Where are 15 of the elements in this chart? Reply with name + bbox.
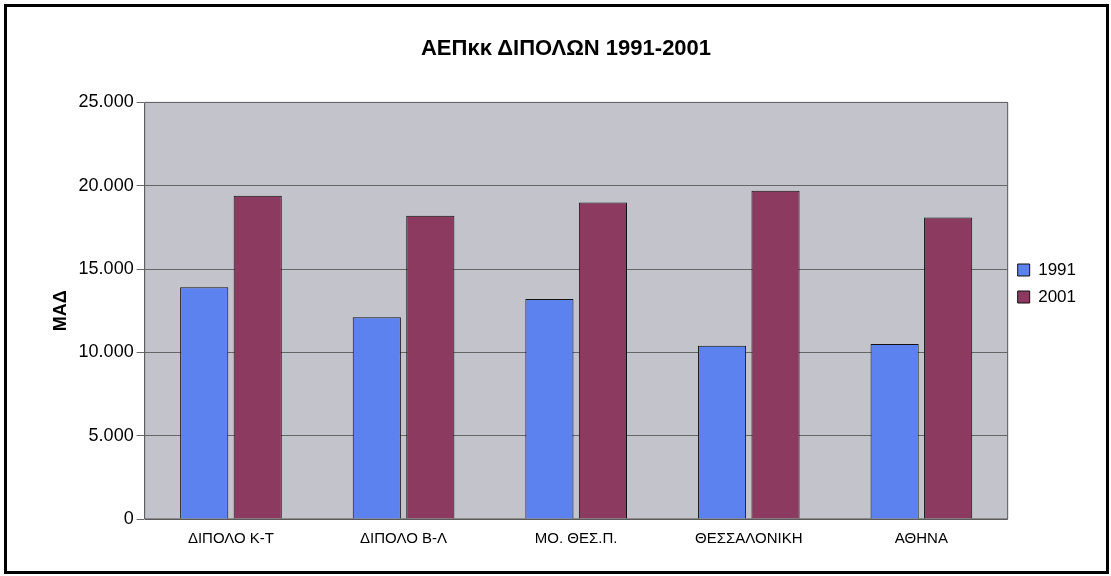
y-tick-label: 10.000 — [78, 341, 134, 362]
x-tick-label: ΔΙΠΟΛΟ Β-Λ — [360, 529, 448, 547]
x-tick-label: ΜΟ. ΘΕΣ.Π. — [534, 529, 618, 547]
legend-label: 2001 — [1038, 286, 1077, 306]
x-tick-label: ΔΙΠΟΛΟ Κ-Τ — [187, 529, 275, 547]
x-tick-label: ΑΘΗΝΑ — [894, 529, 948, 547]
y-tick-label: 25.000 — [78, 91, 134, 112]
y-tick-label: 15.000 — [78, 258, 134, 279]
legend-label: 1991 — [1038, 259, 1077, 279]
chart-title: ΑΕΠκκ ΔΙΠΟΛΩΝ 1991-2001 — [420, 35, 712, 61]
y-tick-label: 0 — [123, 507, 134, 528]
y-tick-label: 20.000 — [78, 174, 134, 195]
x-tick-label: ΘΕΣΣΑΛΟΝΙΚΗ — [695, 529, 803, 547]
y-tick-label: 5.000 — [88, 424, 134, 445]
y-axis-title: ΜΑΔ — [49, 290, 70, 332]
